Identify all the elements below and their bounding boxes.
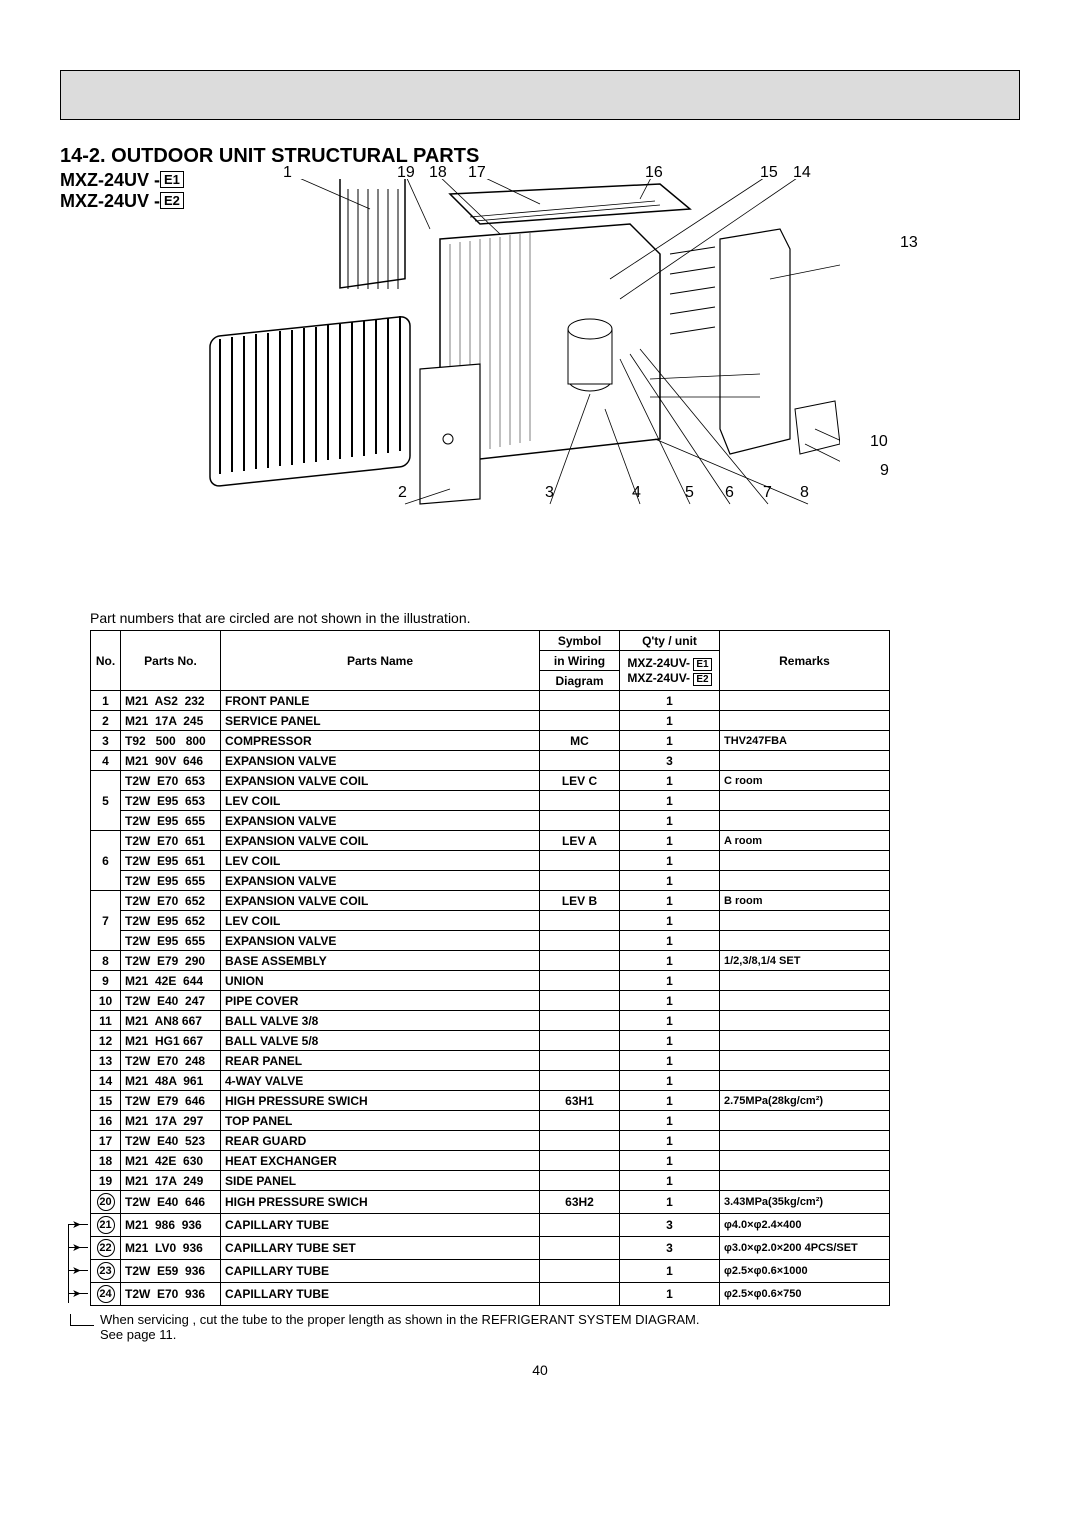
table-row: 22M21 LV0 936CAPILLARY TUBE SET3φ3.0×φ2.… — [91, 1237, 890, 1260]
note-above-table: Part numbers that are circled are not sh… — [90, 610, 1020, 626]
table-row: 24T2W E70 936CAPILLARY TUBE1φ2.5×φ0.6×75… — [91, 1283, 890, 1306]
table-row: 11M21 AN8 667BALL VALVE 3/81 — [91, 1011, 890, 1031]
table-row: 2M21 17A 245SERVICE PANEL1 — [91, 711, 890, 731]
callout-13: 13 — [900, 234, 918, 252]
th-pname: Parts Name — [221, 631, 540, 691]
table-row: 10T2W E40 247PIPE COVER1 — [91, 991, 890, 1011]
table-row: 18M21 42E 630HEAT EXCHANGER1 — [91, 1151, 890, 1171]
table-row: T2W E95 652LEV COIL1 — [91, 911, 890, 931]
table-row: 3T92 500 800COMPRESSORMC1THV247FBA — [91, 731, 890, 751]
table-row: 17T2W E40 523REAR GUARD1 — [91, 1131, 890, 1151]
page-number: 40 — [60, 1362, 1020, 1378]
table-row: T2W E95 653LEV COIL1 — [91, 791, 890, 811]
th-no: No. — [91, 631, 121, 691]
parts-table: No. Parts No. Parts Name Symbol Q'ty / u… — [90, 630, 890, 1306]
footer-note-1: When servicing , cut the tube to the pro… — [100, 1312, 1020, 1327]
th-pno: Parts No. — [121, 631, 221, 691]
table-row: 23T2W E59 936CAPILLARY TUBE1φ2.5×φ0.6×10… — [91, 1260, 890, 1283]
table-row: 14M21 48A 9614-WAY VALVE1 — [91, 1071, 890, 1091]
table-row: 16M21 17A 297TOP PANEL1 — [91, 1111, 890, 1131]
header-bar — [60, 70, 1020, 120]
callout-10: 10 — [870, 433, 888, 451]
table-row: T2W E95 651LEV COIL1 — [91, 851, 890, 871]
table-row: 5T2W E70 653EXPANSION VALVE COILLEV C1C … — [91, 771, 890, 791]
table-row: 9M21 42E 644UNION1 — [91, 971, 890, 991]
table-row: T2W E95 655EXPANSION VALVE1 — [91, 811, 890, 831]
table-row: 19M21 17A 249SIDE PANEL1 — [91, 1171, 890, 1191]
th-qty-models: MXZ-24UV- E1 MXZ-24UV- E2 — [620, 651, 720, 691]
table-row: 6T2W E70 651EXPANSION VALVE COILLEV A1A … — [91, 831, 890, 851]
table-row: 15T2W E79 646HIGH PRESSURE SWICH63H112.7… — [91, 1091, 890, 1111]
table-row: T2W E95 655EXPANSION VALVE1 — [91, 931, 890, 951]
th-qty: Q'ty / unit — [620, 631, 720, 651]
table-row: 4M21 90V 646EXPANSION VALVE3 — [91, 751, 890, 771]
table-row: T2W E95 655EXPANSION VALVE1 — [91, 871, 890, 891]
table-row: 7T2W E70 652EXPANSION VALVE COILLEV B1B … — [91, 891, 890, 911]
table-row: 8T2W E79 290BASE ASSEMBLY11/2,3/8,1/4 SE… — [91, 951, 890, 971]
callout-9: 9 — [880, 462, 889, 480]
th-remarks: Remarks — [720, 631, 890, 691]
table-row: 13T2W E70 248REAR PANEL1 — [91, 1051, 890, 1071]
table-row: 20T2W E40 646HIGH PRESSURE SWICH63H213.4… — [91, 1191, 890, 1214]
th-symbol: Symbol — [540, 631, 620, 651]
footer-note-2: See page 11. — [100, 1327, 1020, 1342]
table-row: 21M21 986 936CAPILLARY TUBE3φ4.0×φ2.4×40… — [91, 1214, 890, 1237]
diagram-svg — [190, 179, 840, 589]
table-row: 12M21 HG1 667BALL VALVE 5/81 — [91, 1031, 890, 1051]
table-row: 1M21 AS2 232FRONT PANLE1 — [91, 691, 890, 711]
exploded-diagram: 1 19 18 17 16 15 14 13 12 11 10 9 2 3 4 … — [60, 164, 1020, 604]
